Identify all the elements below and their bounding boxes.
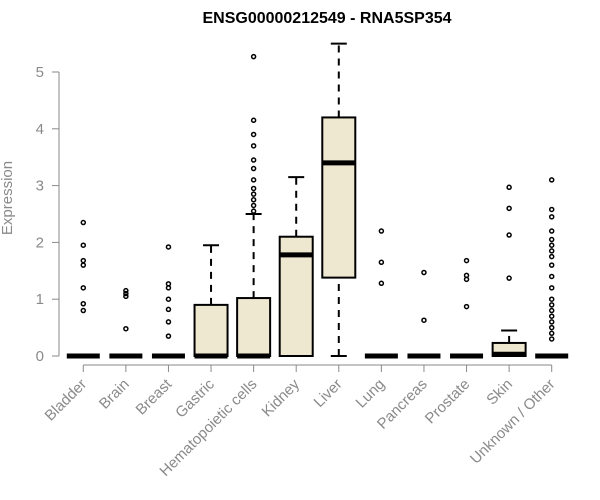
outlier-point	[548, 302, 555, 308]
outlier-point	[165, 319, 172, 325]
outlier-point	[548, 285, 555, 291]
box-liver	[321, 42, 357, 357]
box-group	[66, 42, 569, 359]
outlier-point	[548, 236, 555, 243]
outlier-point	[421, 269, 427, 276]
outlier-point	[506, 232, 512, 238]
outlier-point	[165, 296, 172, 302]
outlier-point	[80, 307, 87, 314]
x-tick-label: Skin	[483, 376, 516, 409]
outlier-point	[165, 306, 172, 313]
y-axis-label: Expression	[0, 161, 16, 235]
outlier-point	[548, 330, 555, 337]
box-kidney	[278, 176, 314, 357]
outlier-point	[250, 177, 257, 183]
outlier-point	[548, 206, 555, 213]
outlier-point	[548, 248, 555, 254]
outlier-point	[548, 336, 555, 342]
x-tick-label: Bladder	[42, 376, 91, 425]
outlier-point	[250, 197, 257, 203]
y-tick-label: 0	[36, 348, 44, 365]
box-skin	[491, 184, 527, 358]
box-lung	[364, 228, 398, 359]
outlier-point	[506, 275, 512, 281]
outlier-point	[506, 205, 512, 212]
outlier-point	[506, 184, 512, 191]
outlier-point	[165, 281, 172, 287]
outlier-point	[378, 228, 385, 234]
outlier-point	[548, 177, 555, 183]
outlier-point	[548, 262, 555, 268]
outlier-point	[80, 257, 87, 264]
outlier-point	[421, 317, 427, 323]
outlier-point	[548, 273, 555, 280]
outlier-point	[123, 290, 129, 297]
outlier-point	[250, 208, 257, 214]
outlier-point	[548, 307, 555, 314]
box-rect	[193, 303, 229, 358]
box-rect	[321, 116, 357, 279]
outlier-point	[548, 253, 555, 260]
outlier-point	[378, 280, 385, 287]
outlier-point	[123, 293, 129, 300]
chart-title: ENSG00000212549 - RNA5SP354	[202, 10, 451, 27]
x-tick-label: Liver	[311, 376, 346, 411]
outlier-point	[463, 303, 470, 310]
x-tick-label: Lung	[353, 376, 389, 412]
outlier-point	[80, 262, 87, 268]
box-prostate	[450, 257, 484, 359]
outlier-point	[463, 257, 470, 264]
y-axis: 0 1 2 3 4 5	[36, 64, 60, 365]
outlier-point	[463, 272, 470, 279]
y-tick-label: 1	[36, 291, 44, 308]
y-tick-label: 3	[36, 178, 44, 195]
outlier-point	[250, 157, 257, 163]
outlier-point	[548, 324, 555, 331]
outlier-point	[250, 143, 257, 149]
outlier-point	[250, 185, 257, 192]
box-breast	[151, 244, 185, 359]
outlier-point	[548, 296, 555, 302]
outlier-point	[548, 313, 555, 319]
outlier-point	[250, 131, 257, 138]
outlier-point	[250, 202, 257, 209]
outlier-point	[80, 242, 87, 248]
outlier-point	[250, 165, 257, 172]
outlier-point	[548, 319, 555, 325]
outlier-point	[123, 325, 129, 332]
outlier-point	[80, 300, 87, 307]
box-bladder	[66, 219, 100, 359]
outlier-point	[548, 242, 555, 248]
box-pancreas	[407, 269, 441, 359]
box-gastric	[193, 244, 229, 359]
outlier-point	[250, 117, 257, 124]
x-tick-label: Brain	[96, 376, 133, 413]
box-hematopoietic-cells	[236, 53, 272, 359]
outlier-point	[80, 285, 87, 291]
outlier-point	[548, 214, 555, 220]
x-tick-label: Prostate	[422, 376, 474, 428]
outlier-point	[123, 287, 129, 294]
outlier-point	[548, 228, 555, 234]
x-tick-label: Breast	[133, 375, 176, 418]
x-tick-label: Kidney	[259, 375, 304, 420]
box-rect	[236, 297, 272, 357]
outlier-point	[80, 219, 87, 226]
outlier-point	[165, 244, 172, 250]
y-tick-label: 5	[36, 64, 44, 81]
outlier-point	[378, 259, 385, 266]
box-brain	[109, 287, 143, 359]
outlier-point	[250, 53, 257, 60]
y-tick-label: 4	[36, 121, 44, 138]
outlier-point	[165, 333, 172, 339]
outlier-point	[250, 191, 257, 197]
box-unknown-other	[535, 177, 569, 359]
y-tick-label: 2	[36, 234, 44, 251]
